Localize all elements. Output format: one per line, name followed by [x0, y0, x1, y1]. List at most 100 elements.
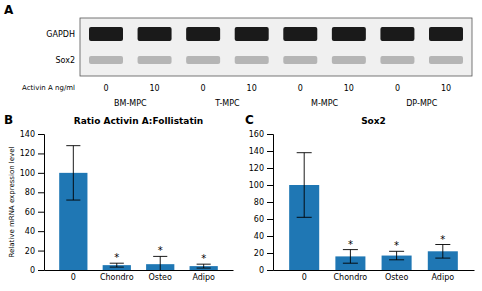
tick-label: 140	[20, 130, 35, 139]
tick-mark	[267, 168, 273, 169]
panel-label: C	[245, 113, 254, 127]
tick-label: 0	[302, 273, 307, 282]
tick-label: 100	[20, 169, 35, 178]
figure: AGAPDHSox2Activin A ng/ml010010010010BM-…	[0, 0, 482, 291]
panel-blot: AGAPDHSox2Activin A ng/ml010010010010BM-…	[4, 3, 472, 108]
error-bar	[197, 264, 211, 268]
tick-label: 40	[254, 232, 264, 241]
significance: *	[158, 245, 163, 256]
error-bar	[153, 256, 167, 270]
tick-label: 80	[25, 188, 35, 197]
tick-mark	[38, 251, 44, 252]
group-label: T-MPC	[214, 99, 240, 108]
tick: 140	[20, 130, 44, 139]
title: Sox2	[361, 116, 386, 126]
tick: 0	[259, 266, 273, 275]
tick: Adipo	[432, 270, 455, 282]
panel-bar: B Ratio Activin A:Follistatin Relative mRN…	[4, 113, 234, 282]
error-bar	[343, 250, 358, 264]
tick-label: 60	[254, 215, 264, 224]
tick-mark	[38, 173, 44, 174]
significance: *	[348, 239, 353, 250]
tick: 100	[249, 181, 273, 190]
significance: *	[114, 252, 119, 263]
lane-label: 10	[344, 84, 354, 93]
tick: Adipo	[192, 270, 215, 282]
axis-line	[267, 135, 274, 271]
y-axis-title: Relative mRNA expression level	[8, 146, 16, 257]
tick: 20	[25, 247, 44, 256]
tick: 0	[302, 270, 307, 282]
tick-label: 160	[249, 130, 264, 139]
tick-label: Adipo	[432, 273, 455, 282]
band	[186, 27, 220, 41]
axis-line	[45, 270, 234, 271]
blot-frame	[80, 18, 472, 76]
tick-label: 20	[25, 247, 35, 256]
tick-label: 60	[25, 208, 35, 217]
error-bar	[66, 146, 80, 200]
tick-label: 0	[71, 273, 76, 282]
title: Ratio Activin A:Follistatin	[74, 116, 203, 126]
tick-mark	[38, 192, 44, 193]
tick-label: 120	[20, 149, 35, 158]
x-label: Activin A ng/ml	[22, 84, 75, 92]
row-label: Sox2	[55, 56, 75, 65]
band	[138, 56, 172, 64]
significance: *	[440, 234, 445, 245]
band	[235, 56, 269, 64]
tick: 0	[71, 270, 76, 282]
tick-label: 80	[254, 198, 264, 207]
band	[380, 27, 414, 41]
band	[89, 27, 123, 41]
band	[332, 27, 366, 41]
x-axis: 0ChondroOsteoAdipo	[45, 270, 234, 282]
tick: 80	[254, 198, 273, 207]
tick: Osteo	[385, 270, 409, 282]
tick-label: 20	[254, 249, 264, 258]
tick-mark	[267, 236, 273, 237]
tick: 80	[25, 188, 44, 197]
lane-label: 10	[149, 84, 159, 93]
tick: 20	[254, 249, 273, 258]
band	[429, 56, 463, 64]
lane-label: 0	[201, 84, 206, 93]
error-bar	[297, 153, 312, 218]
group-label: BM-MPC	[114, 99, 147, 108]
tick-mark	[38, 270, 44, 271]
tick: 120	[249, 164, 273, 173]
tick-mark	[267, 151, 273, 152]
tick: 140	[249, 147, 273, 156]
error-bar	[110, 263, 124, 267]
lane-label: 10	[441, 84, 451, 93]
tick-mark	[267, 202, 273, 203]
lane-label: 0	[103, 84, 108, 93]
band	[89, 56, 123, 64]
band	[235, 27, 269, 41]
tick: 60	[254, 215, 273, 224]
tick-mark	[267, 219, 273, 220]
tick-label: Adipo	[192, 273, 215, 282]
tick: 160	[249, 130, 273, 139]
tick-mark	[267, 185, 273, 186]
tick-mark	[38, 153, 44, 154]
tick-label: 120	[249, 164, 264, 173]
tick: 40	[25, 227, 44, 236]
error-bar	[435, 245, 450, 259]
band	[429, 27, 463, 41]
panel-label: A	[4, 3, 14, 17]
y-axis: 0 20 40 60 80 100 120 140 160	[249, 130, 274, 275]
tick-label: Osteo	[385, 273, 409, 282]
tick-mark	[267, 134, 273, 135]
tick-mark	[38, 134, 44, 135]
plot-area	[289, 153, 458, 270]
row-label: GAPDH	[46, 30, 75, 39]
axis-line	[38, 135, 45, 271]
error-bar	[389, 251, 404, 259]
axis-line	[274, 270, 475, 271]
panel-label: B	[4, 113, 13, 127]
band	[283, 56, 317, 64]
tick-label: Chondro	[334, 273, 368, 282]
band	[186, 56, 220, 64]
lane-label: 0	[395, 84, 400, 93]
